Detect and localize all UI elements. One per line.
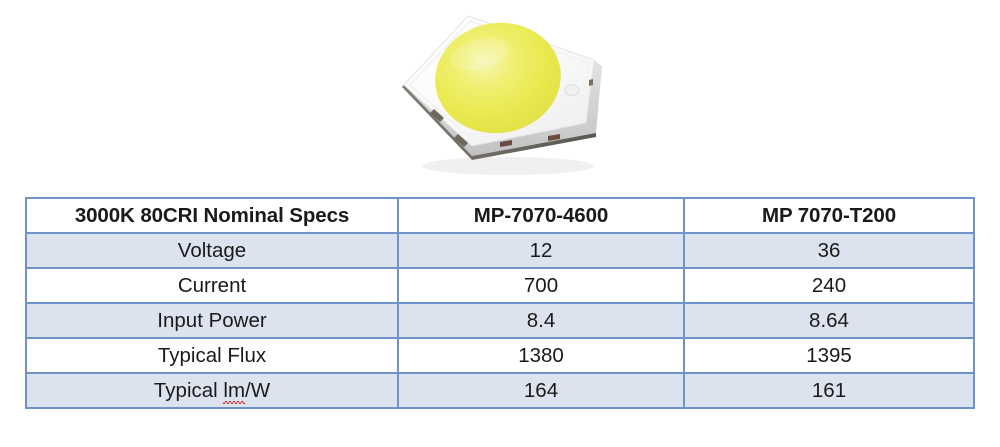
cell-typical-flux-a: 1380 — [397, 337, 685, 374]
led-phosphor-emitter — [435, 22, 561, 134]
table-row: Input Power 8.4 8.64 — [25, 302, 975, 339]
cell-typical-flux-b: 1395 — [683, 337, 975, 374]
row-label-current: Current — [25, 267, 399, 304]
spec-table-container: 3000K 80CRI Nominal Specs MP-7070-4600 M… — [25, 197, 975, 409]
led-contact-notch — [454, 134, 468, 147]
led-chip-icon — [402, 15, 602, 175]
cell-input-power-a: 8.4 — [397, 302, 685, 339]
label-text-post: /W — [245, 378, 271, 402]
led-side-wall-right — [586, 60, 602, 133]
led-shadow — [422, 157, 594, 175]
column-header-spec: 3000K 80CRI Nominal Specs — [25, 197, 399, 234]
row-label-typical-lm-per-w: Typical lm/W — [25, 372, 399, 409]
cell-typical-lm-per-w-b: 161 — [683, 372, 975, 409]
led-fiducial-dot — [564, 84, 580, 96]
cell-current-a: 700 — [397, 267, 685, 304]
label-text-pre: Typical — [153, 378, 224, 402]
spellcheck-underline-lm: lm — [223, 378, 246, 404]
led-contact-notch — [589, 79, 593, 86]
row-label-typical-flux: Typical Flux — [25, 337, 399, 374]
led-contact-notch — [430, 109, 444, 122]
table-row: Typical Flux 1380 1395 — [25, 337, 975, 374]
led-contact-notch — [500, 140, 512, 147]
led-contact-notch — [548, 134, 560, 141]
table-row: Current 700 240 — [25, 267, 975, 304]
cell-current-b: 240 — [683, 267, 975, 304]
led-bevel — [408, 19, 591, 143]
table-header-row: 3000K 80CRI Nominal Specs MP-7070-4600 M… — [25, 197, 975, 234]
cell-voltage-a: 12 — [397, 232, 685, 269]
nominal-specs-table: 3000K 80CRI Nominal Specs MP-7070-4600 M… — [25, 197, 975, 409]
cell-typical-lm-per-w-a: 164 — [397, 372, 685, 409]
cell-voltage-b: 36 — [683, 232, 975, 269]
row-label-input-power: Input Power — [25, 302, 399, 339]
column-header-part-a: MP-7070-4600 — [397, 197, 685, 234]
led-product-image — [0, 0, 1000, 186]
table-row: Voltage 12 36 — [25, 232, 975, 269]
column-header-part-b: MP 7070-T200 — [683, 197, 975, 234]
led-phosphor-highlight — [450, 37, 510, 71]
cell-input-power-b: 8.64 — [683, 302, 975, 339]
row-label-voltage: Voltage — [25, 232, 399, 269]
table-row: Typical lm/W 164 161 — [25, 372, 975, 409]
